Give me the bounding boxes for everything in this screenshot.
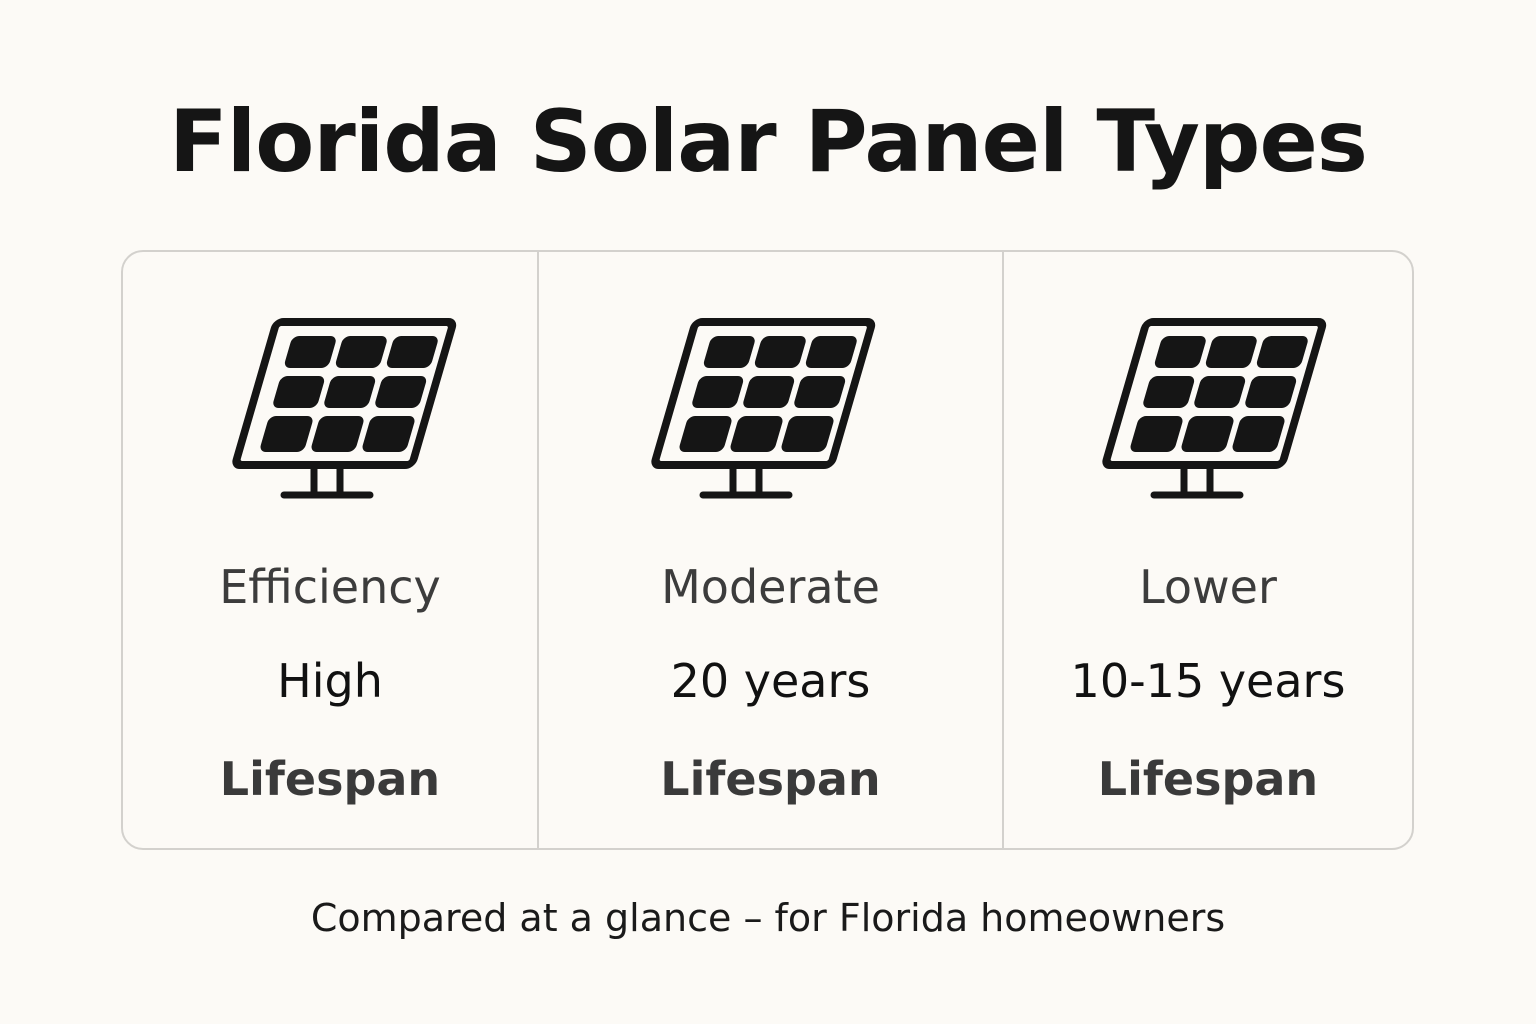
column-line-1: Moderate <box>661 560 880 614</box>
solar-cell <box>805 336 857 368</box>
solar-cell <box>794 376 846 408</box>
solar-cell <box>273 376 325 408</box>
footer-caption: Compared at a glance – for Florida homeo… <box>310 896 1226 940</box>
solar-cell <box>375 376 427 408</box>
panel-frame <box>1102 318 1327 469</box>
solar-cell <box>1245 376 1297 408</box>
solar-cell <box>260 416 313 452</box>
solar-cell <box>679 416 732 452</box>
solar-cell <box>692 376 744 408</box>
panel-type-column-2: Moderate 20 years Lifespan <box>537 252 1002 848</box>
panel-frame <box>232 318 457 469</box>
solar-cell <box>311 416 364 452</box>
solar-cell <box>284 336 336 368</box>
solar-cell <box>1205 336 1257 368</box>
solar-cell <box>1194 376 1246 408</box>
solar-cell <box>1232 416 1285 452</box>
solar-cell <box>781 416 834 452</box>
solar-cell <box>1130 416 1183 452</box>
solar-cell <box>335 336 387 368</box>
solar-cell <box>743 376 795 408</box>
solar-cell <box>386 336 438 368</box>
column-line-3: Lifespan <box>660 752 881 806</box>
panel-type-column-3: Lower 10-15 years Lifespan <box>1002 252 1412 848</box>
solar-cell <box>754 336 806 368</box>
page-title: Florida Solar Panel Types <box>169 92 1368 192</box>
solar-cell <box>324 376 376 408</box>
solar-cell <box>1181 416 1234 452</box>
solar-cell <box>1256 336 1308 368</box>
comparison-card: Efficiency High Lifespan Moderate 20 yea… <box>121 250 1414 850</box>
solar-panel-icon <box>1102 318 1327 499</box>
panel-type-column-1: Efficiency High Lifespan <box>123 252 537 848</box>
column-line-3: Lifespan <box>1097 752 1319 806</box>
solar-cell <box>703 336 755 368</box>
column-line-1: Lower <box>1139 560 1277 614</box>
column-line-2: High <box>277 654 383 708</box>
solar-cell <box>362 416 415 452</box>
column-line-2: 20 years <box>670 654 871 708</box>
panel-frame <box>651 318 876 469</box>
solar-panel-icon <box>232 318 457 499</box>
solar-panel-icon <box>651 318 876 499</box>
column-line-3: Lifespan <box>219 752 441 806</box>
solar-cell <box>1143 376 1195 408</box>
column-line-1: Efficiency <box>219 560 441 614</box>
solar-cell <box>730 416 783 452</box>
solar-cell <box>1154 336 1206 368</box>
column-line-2: 10-15 years <box>1070 654 1346 708</box>
